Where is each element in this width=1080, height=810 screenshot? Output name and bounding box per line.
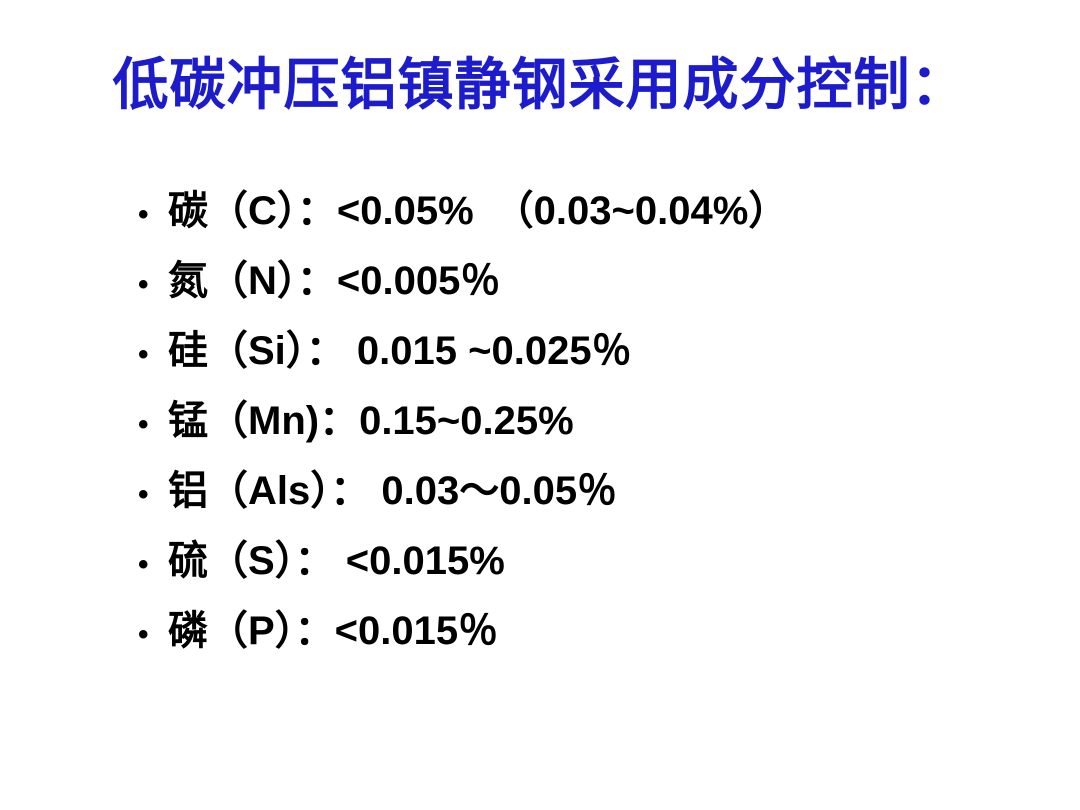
list-item-label: 铝（Als）： 0.03～0.05％: [168, 469, 618, 513]
page-title: 低碳冲压铝镇静钢采用成分控制：: [112, 55, 968, 117]
composition-bullet-list: • 碳（C）：<0.05% （0.03~0.04%） • 氮（N）：<0.005…: [138, 176, 1038, 666]
list-item-label: 硫（S）： <0.015%: [168, 539, 505, 583]
list-item-label: 磷（P）：<0.015％: [168, 609, 499, 653]
list-item: • 硅（Si）： 0.015 ~0.025％: [138, 316, 1038, 386]
bullet-dot-icon: •: [138, 408, 149, 441]
list-item-label: 硅（Si）： 0.015 ~0.025％: [168, 329, 632, 373]
list-item: • 硫（S）： <0.015%: [138, 526, 1038, 596]
bullet-dot-icon: •: [138, 478, 149, 511]
bullet-dot-icon: •: [138, 268, 149, 301]
bullet-dot-icon: •: [138, 338, 149, 371]
bullet-dot-icon: •: [138, 548, 149, 581]
bullet-dot-icon: •: [138, 198, 149, 231]
list-item: • 碳（C）：<0.05% （0.03~0.04%）: [138, 176, 1038, 246]
list-item: • 磷（P）：<0.015％: [138, 596, 1038, 666]
list-item-label: 氮（N）：<0.005％: [168, 259, 501, 303]
list-item: • 锰（Mn)：0.15~0.25%: [138, 386, 1038, 456]
list-item-label: 锰（Mn)：0.15~0.25%: [168, 399, 574, 443]
list-item: • 氮（N）：<0.005％: [138, 246, 1038, 316]
list-item: • 铝（Als）： 0.03～0.05％: [138, 456, 1038, 526]
bullet-dot-icon: •: [138, 618, 149, 651]
list-item-label: 碳（C）：<0.05% （0.03~0.04%）: [168, 189, 789, 233]
